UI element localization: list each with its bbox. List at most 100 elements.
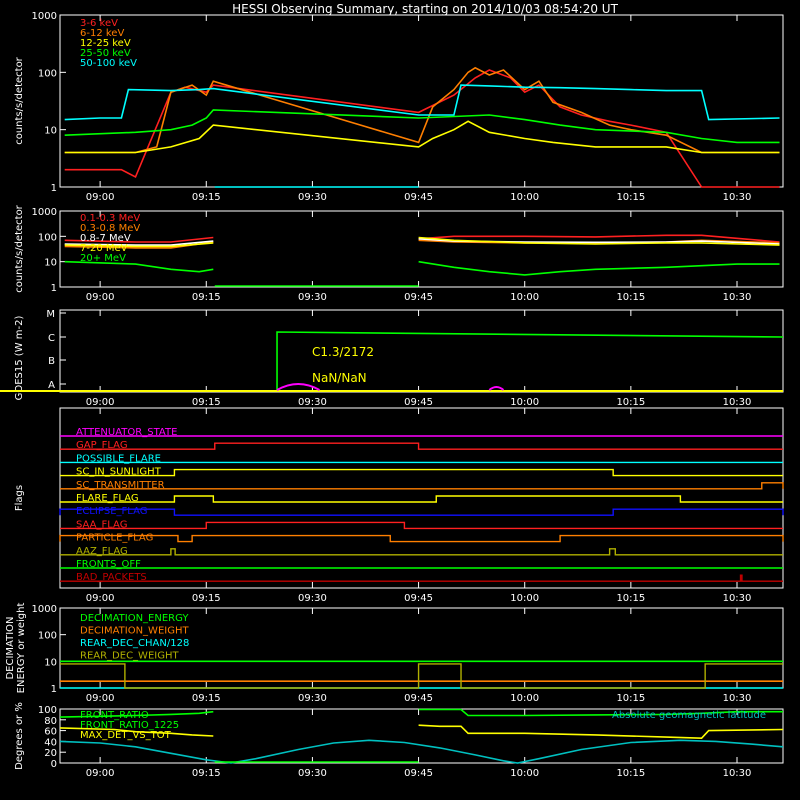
series-line — [418, 724, 784, 740]
x-tick-label: 09:45 — [404, 593, 433, 604]
x-tick-label: 09:15 — [192, 397, 221, 408]
rates-panel: 09:00 09:15 09:30 09:45 10:00 10:15 10:30 count… — [14, 11, 784, 203]
legend-entry: 50-100 keV — [80, 58, 137, 69]
y-tick-label: 0 — [51, 759, 57, 770]
goes-annotation: C1.3/2172 — [312, 345, 374, 359]
legend-entry: 12-25 keV — [80, 38, 131, 49]
flag-line — [60, 468, 783, 477]
flag-line — [60, 548, 783, 556]
series-line — [418, 708, 783, 717]
x-tick-label: 09:00 — [86, 397, 115, 408]
series-line — [418, 234, 780, 243]
x-tick-label: 10:30 — [723, 397, 752, 408]
flag-line — [59, 534, 784, 543]
goes-long-line — [276, 331, 784, 392]
legend-entry: 6-12 keV — [80, 28, 124, 39]
goes-annotation: NaN/NaN — [312, 371, 367, 385]
x-tick-label: 10:30 — [723, 593, 752, 604]
flag-line — [60, 482, 784, 490]
x-tick-label: 09:00 — [86, 768, 115, 779]
x-tick-label: 10:15 — [616, 593, 645, 604]
high-energy-ylabel: counts/s/detector — [14, 204, 25, 292]
legend-entry: REAR_DEC_WEIGHT — [80, 651, 179, 662]
x-tick-label: 10:30 — [723, 693, 752, 704]
legend-entry: 25-50 keV — [80, 48, 131, 59]
legend-entry: FRONT_RATIO — [80, 710, 149, 721]
y-tick-label: 1000 — [32, 604, 57, 615]
y-tick-label: 40 — [44, 737, 57, 748]
x-tick-label: 09:15 — [192, 693, 221, 704]
flag-line — [60, 495, 783, 503]
x-tick-label: 10:00 — [510, 768, 539, 779]
x-tick-label: 10:15 — [616, 292, 645, 303]
decimation-ylabel: ENERGY or weight — [16, 603, 27, 694]
x-tick-label: 09:45 — [404, 192, 433, 203]
flag-label: FLARE_FLAG — [76, 493, 139, 504]
x-tick-label: 09:45 — [404, 768, 433, 779]
x-tick-label: 09:45 — [404, 292, 433, 303]
x-tick-label: 09:00 — [86, 693, 115, 704]
series-line — [418, 260, 780, 276]
decimation-ylabel: DECIMATION — [5, 616, 16, 679]
x-tick-label: 09:00 — [86, 593, 115, 604]
x-tick-label: 09:00 — [86, 292, 115, 303]
x-tick-label: 10:00 — [510, 192, 539, 203]
series-line — [64, 236, 214, 243]
legend-entry: 0.1-0.3 MeV — [80, 213, 140, 224]
x-tick-label: 10:00 — [510, 693, 539, 704]
y-tick-label: 100 — [38, 232, 57, 243]
x-tick-label: 09:30 — [298, 768, 327, 779]
rates-ylabel: counts/s/detector — [14, 56, 25, 144]
x-tick-label: 10:30 — [723, 292, 752, 303]
high-energy-panel: 09:00 09:15 09:30 09:45 10:00 10:15 10:30 count… — [14, 204, 784, 303]
x-tick-label: 09:45 — [404, 397, 433, 408]
y-tick-label: B — [48, 356, 55, 367]
y-tick-label: 100 — [38, 68, 57, 79]
legend-entry: 7-20 MeV — [80, 243, 128, 254]
x-tick-label: 10:15 — [616, 192, 645, 203]
y-tick-label: 10 — [44, 258, 57, 269]
x-tick-label: 10:00 — [510, 593, 539, 604]
y-tick-label: C — [48, 333, 55, 344]
figure-title: HESSI Observing Summary, starting on 201… — [232, 2, 618, 16]
x-tick-label: 10:30 — [723, 768, 752, 779]
series-line — [64, 84, 780, 121]
y-tick-label: M — [46, 309, 55, 320]
x-tick-label: 09:45 — [404, 693, 433, 704]
flags-ylabel: Flags — [14, 485, 25, 511]
legend-entry: 20+ MeV — [80, 253, 126, 264]
x-tick-label: 10:00 — [510, 292, 539, 303]
flag-line — [60, 574, 783, 582]
goes-panel: 09:00 09:15 09:30 09:45 10:00 10:15 10:30 GOES1… — [0, 309, 784, 408]
flag-label: SC_TRANSMITTER — [76, 480, 165, 491]
x-tick-label: 09:30 — [298, 192, 327, 203]
ratios-panel: 09:00 09:15 09:30 09:45 10:00 10:15 10:30 Degre… — [14, 702, 784, 779]
legend-entry: REAR_DEC_CHAN/128 — [80, 638, 189, 649]
goes-bump — [276, 383, 320, 391]
x-tick-label: 10:15 — [616, 768, 645, 779]
flag-label: ECLIPSE_FLAG — [76, 506, 147, 517]
legend-entry: DECIMATION_WEIGHT — [80, 626, 189, 637]
y-tick-label: 20 — [44, 748, 57, 759]
flags-panel: 09:00 09:15 09:30 09:45 10:00 10:15 10:30 Flags… — [14, 407, 784, 604]
series-line — [64, 242, 214, 248]
high-energy-frame — [59, 210, 784, 288]
flag-label: GAP_FLAG — [76, 440, 128, 451]
series-line — [64, 109, 780, 144]
y-tick-label: 100 — [38, 631, 57, 642]
flag-label: BAD_PACKETS — [76, 572, 147, 583]
flag-line — [60, 442, 783, 450]
x-tick-label: 09:30 — [298, 593, 327, 604]
y-tick-label: 60 — [44, 727, 57, 738]
x-tick-label: 10:15 — [616, 397, 645, 408]
flag-label: POSSIBLE_FLARE — [76, 453, 161, 464]
flag-label: PARTICLE_FLAG — [76, 533, 153, 544]
series-line — [64, 260, 214, 273]
x-tick-label: 10:00 — [510, 397, 539, 408]
y-tick-label: 80 — [44, 716, 57, 727]
x-tick-label: 09:15 — [192, 192, 221, 203]
x-tick-label: 09:30 — [298, 693, 327, 704]
series-line — [59, 727, 214, 737]
x-tick-label: 09:30 — [298, 397, 327, 408]
